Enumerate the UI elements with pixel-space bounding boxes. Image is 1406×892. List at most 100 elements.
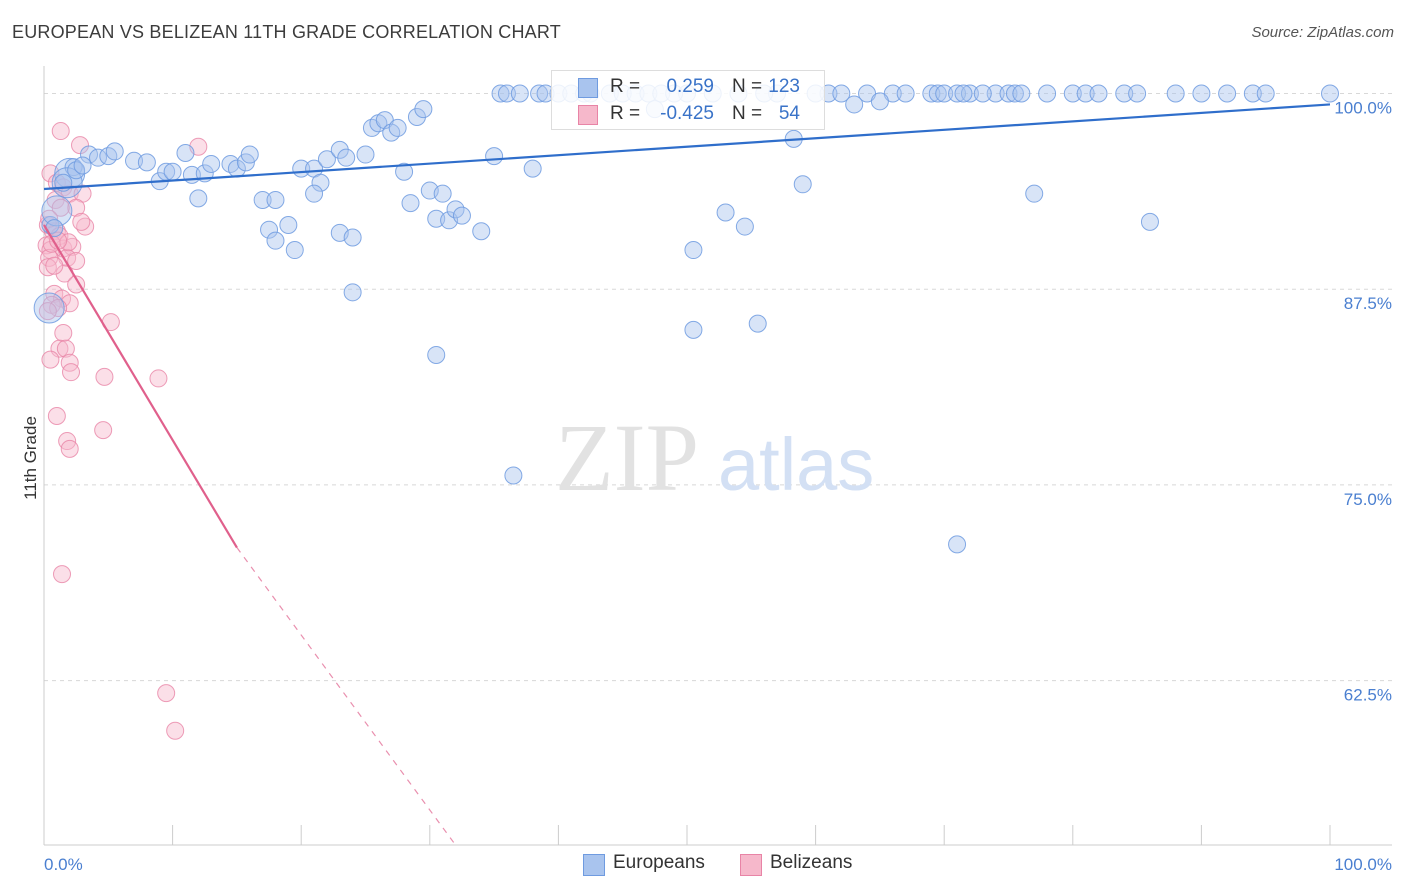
european-point xyxy=(523,159,542,178)
belizean-point xyxy=(38,258,57,277)
european-point xyxy=(748,314,767,333)
european-point xyxy=(266,190,285,209)
trend-lines xyxy=(43,103,1331,846)
europeans-trendline xyxy=(43,103,1331,191)
legend-r-value: -0.425 xyxy=(660,103,714,124)
x-tick-label: 100.0% xyxy=(1334,855,1392,874)
european-point xyxy=(948,84,967,103)
european-point xyxy=(1321,84,1339,103)
european-point xyxy=(279,216,298,234)
european-point xyxy=(832,84,851,103)
european-point xyxy=(948,535,967,554)
european-point xyxy=(1243,84,1262,103)
european-point xyxy=(41,195,73,227)
european-point xyxy=(395,162,414,181)
european-point xyxy=(1115,84,1134,103)
european-point xyxy=(99,147,118,166)
european-point xyxy=(414,100,433,119)
y-axis-label: 11th Grade xyxy=(21,416,40,500)
legend-row-europeans: R = 0.259 N = 123 xyxy=(552,74,824,100)
belizean-point xyxy=(72,212,91,231)
legend-belizeans-swatch xyxy=(740,854,762,876)
belizean-point xyxy=(41,164,60,183)
belizean-point xyxy=(94,421,113,440)
belizean-point xyxy=(60,353,79,372)
european-point xyxy=(1166,84,1185,103)
belizean-point xyxy=(60,294,79,313)
european-point xyxy=(1076,84,1095,103)
belizeans-trendline xyxy=(43,224,238,549)
european-point xyxy=(510,84,529,103)
belizean-point xyxy=(157,684,176,703)
european-point xyxy=(285,241,304,260)
european-point xyxy=(735,217,754,236)
european-point xyxy=(189,189,208,208)
watermark-zip: ZIP xyxy=(555,404,699,511)
legend-europeans-swatch xyxy=(583,854,605,876)
european-point xyxy=(845,95,864,114)
legend-swatch-europeans xyxy=(578,78,598,98)
belizean-point xyxy=(51,122,70,141)
legend-belizeans-label: Belizeans xyxy=(770,852,853,873)
european-point xyxy=(452,206,471,225)
european-point xyxy=(202,154,221,173)
belizean-point xyxy=(47,407,66,426)
european-point xyxy=(240,145,259,164)
tick-labels: 62.5% 75.0% 87.5% 100.0% 0.0% 100.0% xyxy=(44,98,1392,874)
legend-n-value: 123 xyxy=(768,76,800,97)
belizean-point xyxy=(41,350,60,369)
axes xyxy=(43,66,1392,846)
european-point xyxy=(1140,212,1159,231)
european-point xyxy=(1038,84,1057,103)
belizean-point xyxy=(51,198,70,217)
legend-r-label: R = xyxy=(610,103,641,124)
european-point xyxy=(260,220,279,239)
european-point xyxy=(1089,84,1108,103)
legend-n-label: N = xyxy=(732,103,763,124)
european-point xyxy=(137,153,156,172)
european-point xyxy=(382,123,401,142)
european-point xyxy=(317,150,336,169)
european-point xyxy=(305,184,324,203)
european-point xyxy=(356,145,375,164)
european-point xyxy=(105,142,124,161)
watermark: ZIP atlas xyxy=(555,404,874,511)
belizean-point xyxy=(56,339,75,358)
european-point xyxy=(472,222,491,241)
european-point xyxy=(497,84,516,103)
european-point xyxy=(1256,84,1275,103)
european-point xyxy=(253,190,272,209)
chart-title: EUROPEAN VS BELIZEAN 11TH GRADE CORRELAT… xyxy=(12,22,561,42)
belizean-point xyxy=(54,324,73,343)
y-tick-label: 62.5% xyxy=(1344,686,1392,705)
european-point xyxy=(530,84,549,103)
european-point xyxy=(343,283,362,302)
european-point xyxy=(221,154,240,173)
x-tick-label: 0.0% xyxy=(44,855,83,874)
watermark-atlas: atlas xyxy=(718,423,874,506)
european-point xyxy=(684,320,703,339)
european-point xyxy=(928,84,947,103)
european-point xyxy=(64,158,83,177)
european-point xyxy=(986,84,1005,103)
belizean-point xyxy=(40,209,59,228)
belizean-point xyxy=(71,136,90,155)
european-point xyxy=(491,84,510,103)
european-point xyxy=(427,345,446,364)
belizean-point xyxy=(60,439,79,458)
european-point xyxy=(1012,84,1031,103)
european-point xyxy=(311,173,330,192)
european-point xyxy=(337,148,356,167)
belizeans-points xyxy=(37,122,208,740)
belizean-point xyxy=(45,256,64,275)
legend-r-label: R = xyxy=(610,76,641,97)
european-point xyxy=(922,84,941,103)
european-point xyxy=(73,156,92,175)
european-point xyxy=(684,241,703,260)
belizean-point xyxy=(166,721,185,740)
european-point xyxy=(973,84,992,103)
legend-n-value: 54 xyxy=(778,103,800,124)
european-point xyxy=(1025,184,1044,203)
legend-r-value: 0.259 xyxy=(666,76,714,97)
